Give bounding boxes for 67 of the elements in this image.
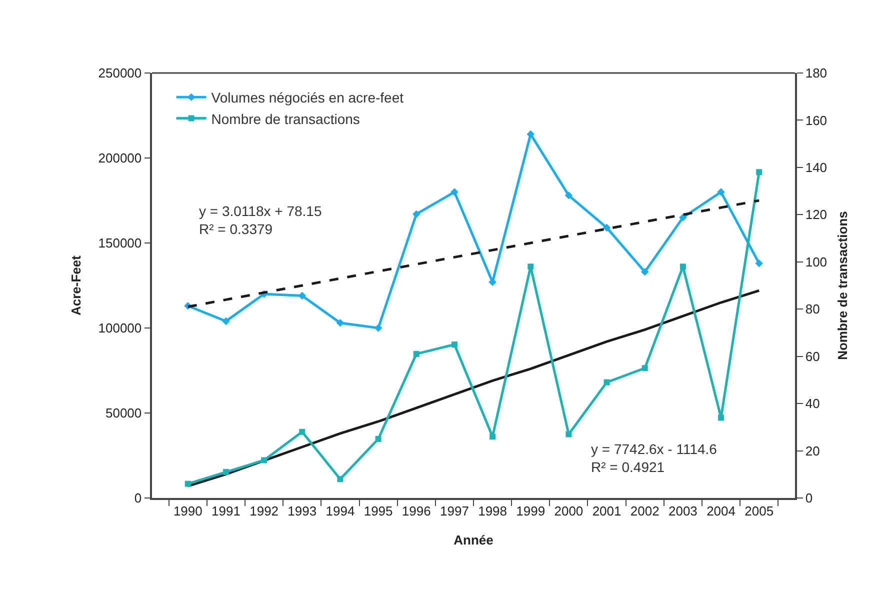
x-tick-label: 1996 (402, 503, 431, 518)
point (526, 130, 535, 138)
x-tick-label: 2000 (554, 503, 584, 518)
y-tick-label: 200000 (98, 150, 142, 166)
annotation: y = 3.0118x + 78.15 R² = 0.3379 (199, 203, 322, 238)
point (717, 188, 725, 196)
y2-tick-label: 60 (805, 348, 820, 364)
y-tick-label: 0 (134, 490, 142, 506)
x-tick-label: 1997 (440, 503, 469, 518)
point (299, 428, 306, 435)
point (756, 169, 762, 176)
point (412, 210, 420, 218)
y2-tick-label: 0 (805, 490, 813, 506)
point (375, 436, 382, 442)
point (222, 469, 229, 476)
x-tick-label: 1993 (288, 503, 317, 518)
y-tick-label: 50000 (105, 406, 142, 421)
x-tick-label: 1992 (250, 503, 279, 518)
y2-tick-label: 120 (805, 207, 828, 222)
annotation: y = 7742.6x - 1114.6 R² = 0.4921 (591, 441, 718, 476)
point (640, 268, 649, 276)
x-tick-label: 1991 (212, 503, 240, 518)
y2-tick-label: 40 (805, 396, 820, 412)
x-tick-label: 1999 (516, 503, 546, 518)
y2-tick-label: 160 (805, 112, 828, 128)
point (602, 224, 611, 232)
point (222, 317, 230, 326)
point (528, 264, 534, 270)
y2-tick-label: 180 (805, 66, 828, 81)
y2-tick-label: 100 (805, 254, 828, 270)
point (337, 476, 344, 482)
x-tick-label: 1990 (173, 503, 202, 518)
legend-label: Volumes négociés en acre-feet (211, 90, 404, 106)
y-tick-label: 100000 (98, 320, 142, 336)
x-axis-title: Année (454, 532, 494, 548)
point (261, 457, 268, 464)
point (604, 379, 610, 386)
point (374, 324, 382, 332)
y-axis-title: Acre-Feet (68, 254, 84, 316)
x-tick-label: 1995 (364, 503, 393, 518)
point (298, 292, 306, 300)
x-tick-label: 2002 (630, 503, 660, 518)
point (755, 260, 763, 268)
point (564, 192, 573, 200)
y2-tick-label: 20 (805, 443, 820, 458)
point (566, 431, 572, 438)
point (490, 434, 496, 440)
point (450, 188, 458, 196)
x-tick-label: 2001 (592, 503, 622, 518)
x-tick-label: 1994 (326, 503, 355, 518)
point (680, 264, 686, 270)
point (184, 480, 191, 487)
x-tick-label: 2004 (706, 503, 736, 518)
y2-axis-title: Nombre de transactions (835, 211, 850, 360)
point (336, 319, 344, 327)
point (642, 365, 648, 372)
point (451, 342, 458, 348)
legend-label: Nombre de transactions (211, 110, 360, 127)
y2-tick-label: 80 (805, 302, 820, 317)
point (413, 350, 420, 357)
y2-tick-label: 140 (805, 160, 828, 175)
x-tick-label: 2005 (744, 503, 774, 518)
x-tick-label: 2003 (668, 503, 698, 518)
x-tick-label: 1998 (478, 503, 507, 518)
point (718, 414, 724, 421)
y-tick-label: 250000 (98, 66, 142, 81)
y-tick-label: 150000 (98, 236, 142, 251)
